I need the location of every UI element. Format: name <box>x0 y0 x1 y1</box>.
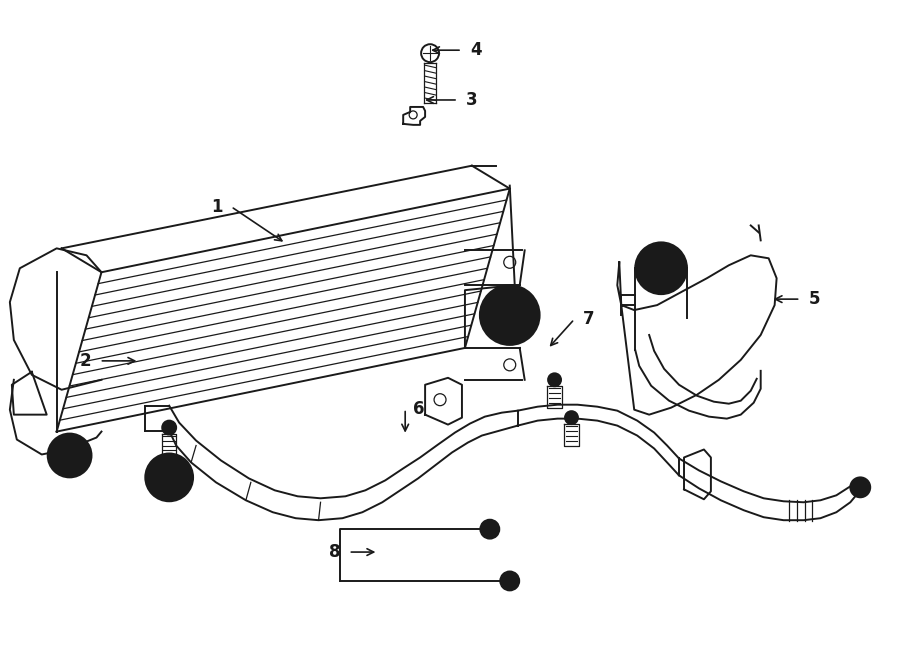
Circle shape <box>565 411 578 424</box>
Text: 1: 1 <box>212 198 223 215</box>
Text: 4: 4 <box>470 41 482 59</box>
Circle shape <box>635 243 687 294</box>
Circle shape <box>145 453 194 501</box>
Text: 5: 5 <box>808 290 820 308</box>
Circle shape <box>548 373 561 386</box>
Circle shape <box>48 434 92 477</box>
Circle shape <box>481 520 500 539</box>
Circle shape <box>850 477 870 497</box>
Text: 6: 6 <box>413 400 425 418</box>
Circle shape <box>480 285 540 345</box>
Text: 7: 7 <box>582 310 594 328</box>
Text: 2: 2 <box>80 352 92 370</box>
Circle shape <box>162 420 176 434</box>
Circle shape <box>500 572 519 590</box>
Text: 8: 8 <box>329 543 340 561</box>
Text: 3: 3 <box>466 91 478 109</box>
